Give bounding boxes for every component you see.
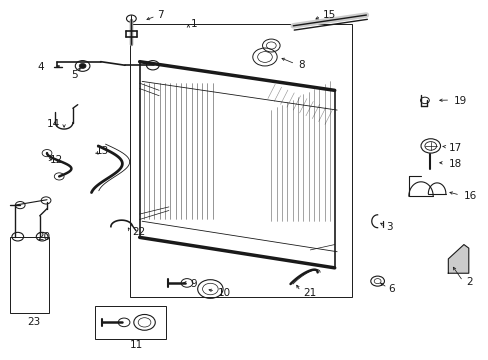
Polygon shape <box>447 244 468 273</box>
Text: 7: 7 <box>157 10 163 20</box>
Text: 16: 16 <box>463 191 476 201</box>
Bar <box>10 237 49 313</box>
Text: 21: 21 <box>303 288 316 298</box>
Bar <box>95 306 165 338</box>
Circle shape <box>79 63 86 68</box>
Text: 15: 15 <box>322 10 335 20</box>
Text: 19: 19 <box>453 96 467 106</box>
Text: 17: 17 <box>448 143 462 153</box>
Text: 13: 13 <box>96 146 109 156</box>
Text: 6: 6 <box>387 284 394 294</box>
Text: 4: 4 <box>37 62 44 72</box>
Text: 14: 14 <box>47 120 60 129</box>
Text: 2: 2 <box>466 277 472 287</box>
Text: 20: 20 <box>37 232 50 242</box>
Text: 10: 10 <box>217 288 230 298</box>
Text: 9: 9 <box>190 279 197 289</box>
Text: 11: 11 <box>130 340 143 350</box>
Text: 1: 1 <box>190 19 197 29</box>
Text: 3: 3 <box>385 222 392 231</box>
Text: 8: 8 <box>298 60 304 70</box>
Text: 18: 18 <box>448 159 462 169</box>
Text: 5: 5 <box>71 70 78 80</box>
Text: 12: 12 <box>49 155 62 165</box>
Bar <box>130 24 351 297</box>
Text: 23: 23 <box>27 317 41 327</box>
Text: 22: 22 <box>132 227 145 237</box>
